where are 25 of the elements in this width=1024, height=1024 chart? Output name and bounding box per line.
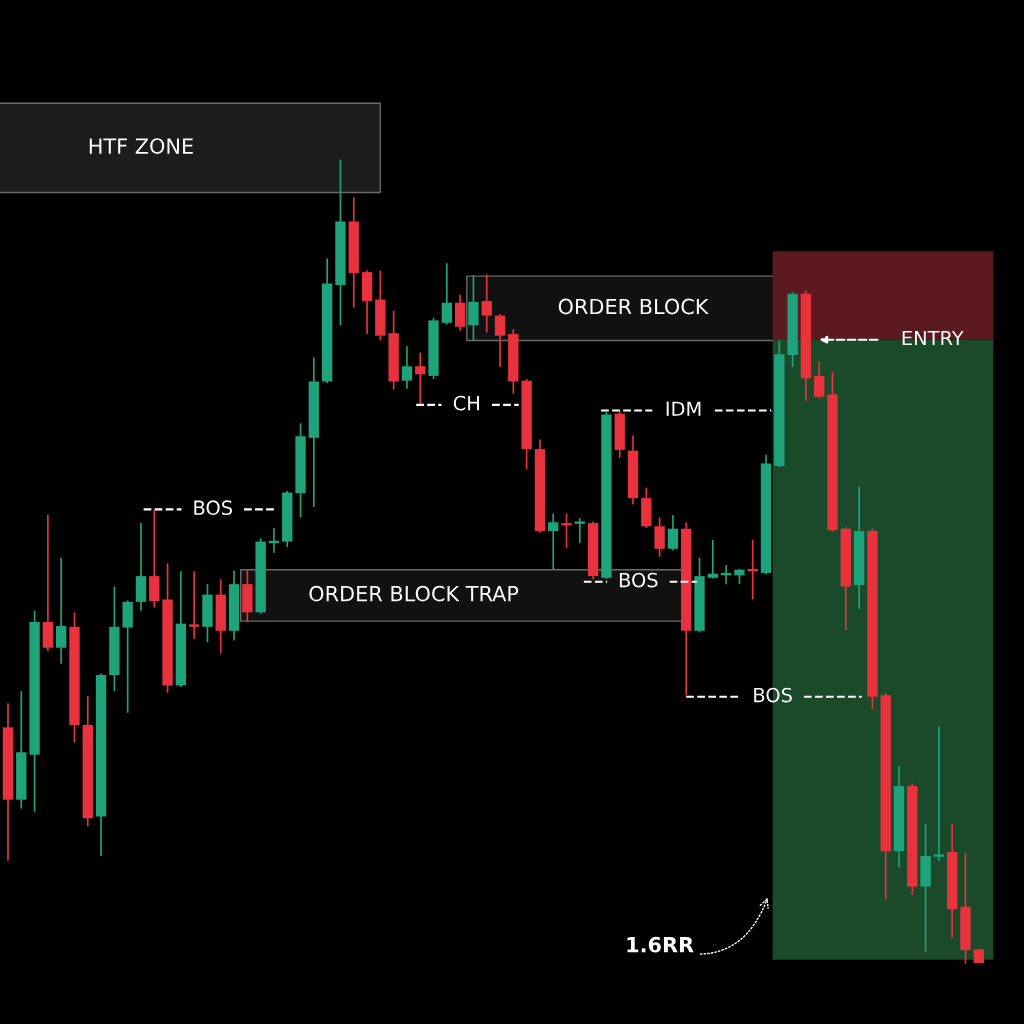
candlestick [401,345,413,390]
ref-line-label: BOS [754,687,792,703]
candlestick [814,360,825,400]
candlestick [468,274,479,342]
ref-line-label: BOS [194,500,233,516]
ref-line-label: IDM [666,401,701,416]
candlestick [574,517,586,544]
band-label: ORDER BLOCK [558,298,709,315]
candlestick [494,313,506,368]
annotation: 1.6RR [627,936,694,953]
candlestick [667,514,679,552]
band-label: ORDER BLOCK TRAP [309,585,519,602]
band-label: HTF ZONE [89,138,193,154]
candlestick [707,539,718,580]
candlestick [415,351,426,406]
candlestick [654,516,665,558]
candlestick [933,725,945,862]
annotation: ENTRY [902,330,964,346]
candlestick [55,556,67,665]
ref-line-label: BOS [619,572,658,588]
candlestick [481,273,492,334]
candlestick [548,512,559,571]
candlestick [441,262,453,326]
ref-line-label: CH [453,395,479,411]
candlestick [188,570,200,640]
